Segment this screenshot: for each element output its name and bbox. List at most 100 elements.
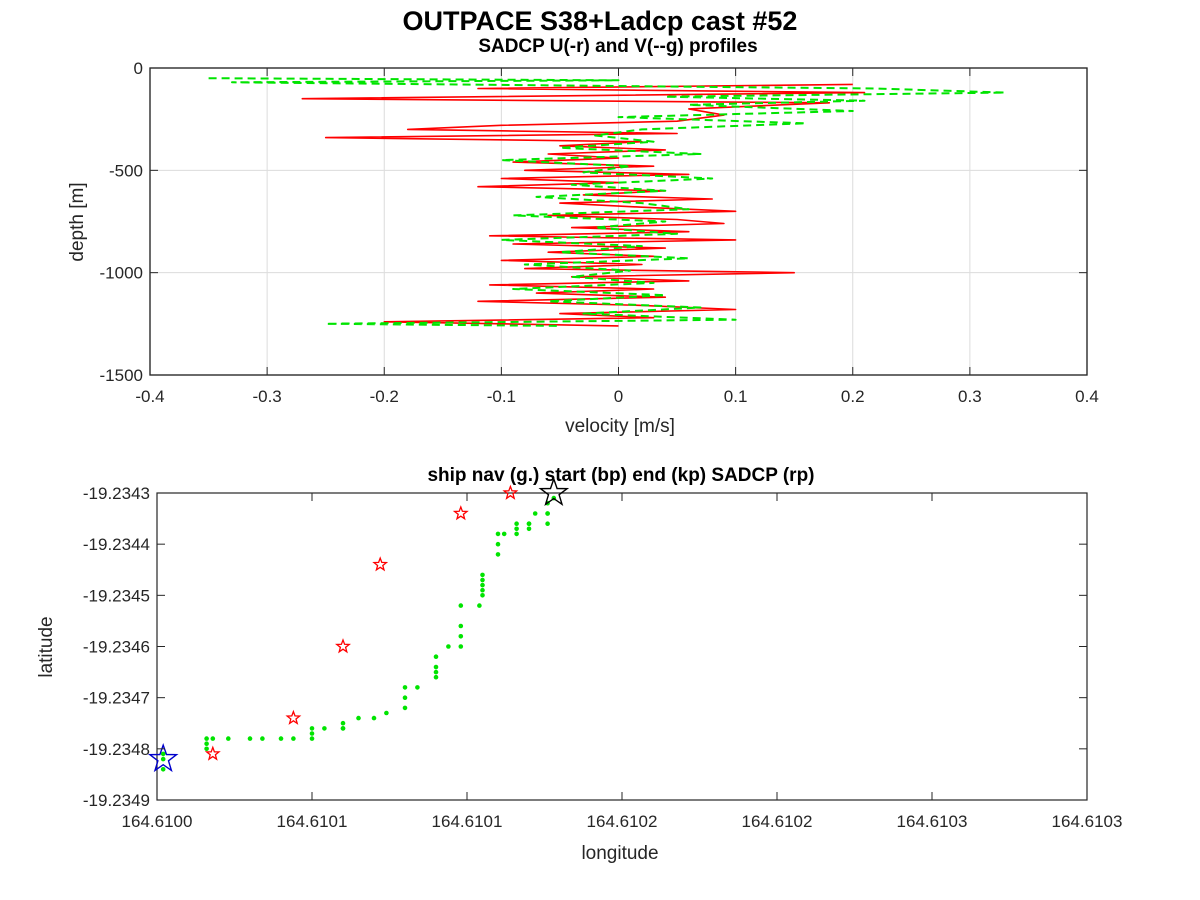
start-star-marker [147,742,179,773]
latitude-y-tick-label: -19.2344 [83,535,150,554]
latitude-y-tick-label: -19.2346 [83,638,150,657]
velocity-x-tick-label: -0.1 [487,387,516,406]
sadcp-star-marker [372,556,389,572]
velocity-series [208,77,1006,327]
nav-series [147,476,570,773]
ship-nav-point [514,526,519,532]
sadcp-star-marker [502,484,519,500]
velocity-x-tick-label: 0.3 [958,387,982,406]
ship-nav-point [371,715,377,721]
ship-nav-point [309,726,315,731]
ship-nav-point [446,644,451,649]
latitude-y-tick-label: -19.2349 [83,791,150,810]
ship-nav-point [480,582,485,588]
velocity-ticks: -0.4 -0.3 -0.2 -0.1 0 0.1 0.2 0.3 0.4 0 -500 -1000 -… [100,59,1099,406]
ship-nav-point [480,572,485,578]
ship-nav-point [402,685,408,690]
ship-nav-point [204,736,209,741]
longitude-x-tick-label: 164.6103 [1052,812,1123,831]
ship-nav-point [415,685,420,690]
velocity-x-tick-label: -0.4 [135,387,164,406]
ship-nav-point [247,736,253,741]
ship-nav-point [495,552,501,557]
nav-plot-area [156,492,1088,801]
latitude-y-tick-label: -19.2343 [83,484,150,503]
ship-nav-point [356,715,361,721]
longitude-x-axis-label: longitude [581,843,658,864]
ship-nav-point [204,741,209,746]
sadcp-star-marker [285,709,302,725]
ship-nav-point [340,720,346,726]
velocity-x-tick-label: 0.4 [1075,387,1099,406]
ship-nav-point [340,726,346,731]
ship-nav-point [480,587,485,593]
velocity-x-axis-label: velocity [m/s] [565,416,675,437]
ship-nav-point [458,634,464,639]
ship-nav-point [309,731,315,736]
ship-nav-point [433,669,439,675]
ship-nav-point [309,736,315,741]
sadcp-star-marker [204,745,221,761]
velocity-x-tick-label: 0.1 [724,387,748,406]
depth-y-tick-label: -500 [109,161,143,180]
nav-plot-title: ship nav (g.) start (bp) end (kp) SADCP … [427,465,814,486]
ship-nav-point [545,511,550,516]
figure-title: OUTPACE S38+Ladcp cast #52 [403,6,798,36]
ship-nav-point [477,603,482,608]
longitude-x-tick-label: 164.6101 [277,812,348,831]
ship-nav-point [291,736,296,741]
longitude-x-tick-label: 164.6102 [587,812,658,831]
ship-nav-point [526,526,532,532]
ship-nav-point [480,577,485,583]
ship-nav-point [433,674,439,680]
sadcp-star-marker [335,638,351,654]
depth-y-axis-label: depth [m] [67,182,88,261]
ship-nav-point [384,710,389,716]
latitude-y-tick-label: -19.2348 [83,740,150,759]
latitude-y-axis-label: latitude [36,616,57,677]
ship-nav-point [480,593,485,598]
series-line-v [208,77,1006,327]
ship-nav-point [160,767,166,772]
ship-nav-point [433,664,439,670]
ship-nav-point [402,705,408,711]
ship-nav-point [526,521,532,526]
velocity-x-tick-label: -0.3 [252,387,281,406]
ship-nav-point [495,531,501,537]
ship-nav-point [458,644,464,649]
ship-nav-point [532,511,538,516]
ship-nav-point [278,736,284,741]
ship-nav-point [260,736,265,741]
ship-nav-point [514,521,519,526]
velocity-x-tick-label: 0 [614,387,623,406]
ship-nav-point [160,756,166,762]
depth-y-tick-label: 0 [134,59,143,78]
end-star-marker [538,476,570,507]
longitude-x-tick-label: 164.6101 [432,812,503,831]
latitude-y-tick-label: -19.2345 [83,586,150,605]
longitude-x-tick-label: 164.6103 [897,812,968,831]
velocity-x-tick-label: 0.2 [841,387,865,406]
ship-nav-panel: 164.6100 164.6101 164.6101 164.6102 164.6102… [36,465,1122,864]
ship-nav-point [458,603,464,608]
ship-nav-point [495,541,501,547]
ship-nav-point [160,751,166,757]
ship-nav-point [226,736,231,741]
ship-nav-point [514,531,519,537]
ship-nav-point [545,521,550,526]
ship-nav-point [402,695,408,700]
velocity-plot-title: SADCP U(-r) and V(--g) profiles [478,36,757,57]
ship-nav-point [322,726,327,731]
depth-y-tick-label: -1500 [100,366,143,385]
longitude-x-tick-label: 164.6100 [122,812,193,831]
ship-nav-point [210,736,216,741]
ship-nav-point [204,746,209,752]
ship-nav-point [458,623,464,629]
longitude-x-tick-label: 164.6102 [742,812,813,831]
sadcp-star-marker [452,505,469,521]
depth-y-tick-label: -1000 [100,264,143,283]
nav-ticks: 164.6100 164.6101 164.6101 164.6102 164.6102… [83,484,1123,831]
velocity-profile-panel: -0.4 -0.3 -0.2 -0.1 0 0.1 0.2 0.3 0.4 0 -500 -1000 -… [67,36,1099,437]
ship-nav-point [433,654,439,659]
